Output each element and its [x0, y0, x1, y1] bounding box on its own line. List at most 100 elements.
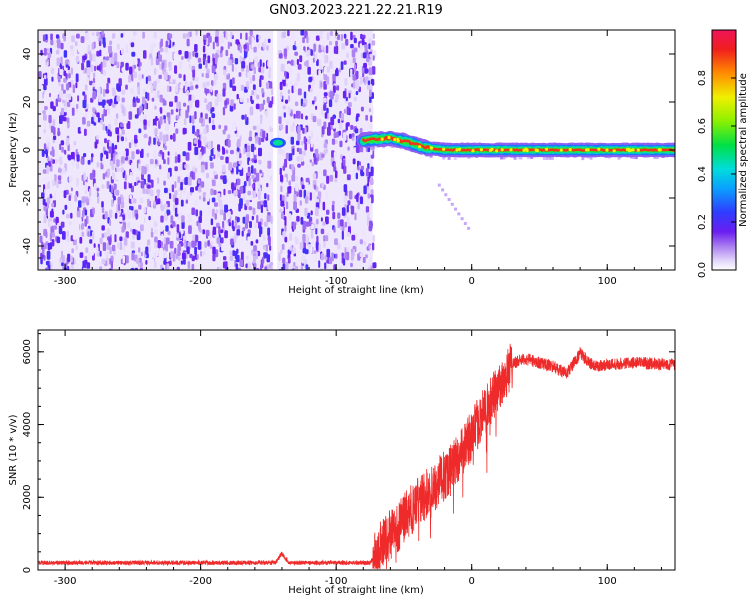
noise-speck [259, 78, 262, 88]
noise-speck [282, 79, 286, 87]
spectrogram-xtick-label: 100 [598, 276, 617, 287]
track-speck [631, 148, 635, 152]
noise-speck [55, 34, 60, 39]
noise-speck [350, 31, 353, 41]
noise-speck [283, 177, 287, 184]
noise-speck [102, 59, 107, 68]
colorbar-label: Normalized spectral amplitude [738, 73, 749, 227]
noise-speck [301, 184, 305, 190]
noise-speck [372, 242, 375, 251]
noise-speck [147, 174, 151, 183]
noise-speck [54, 174, 57, 182]
track-speck [544, 147, 549, 151]
noise-speck [46, 197, 51, 204]
noise-speck [214, 36, 219, 43]
noise-speck [227, 210, 231, 218]
noise-speck [50, 101, 54, 109]
noise-speck [291, 174, 296, 182]
noise-speck [108, 146, 113, 154]
noise-speck [243, 44, 248, 50]
noise-speck [249, 54, 254, 63]
noise-speck [343, 195, 348, 203]
noise-speck [157, 240, 161, 249]
track-speck [429, 146, 433, 150]
noise-speck [210, 149, 214, 157]
noise-speck [163, 256, 167, 265]
noise-speck [232, 122, 237, 131]
noise-speck [316, 235, 319, 243]
noise-speck [138, 66, 141, 71]
noise-speck [135, 149, 140, 155]
noise-speck [229, 42, 233, 47]
noise-speck [345, 122, 348, 131]
noise-speck [238, 72, 242, 77]
noise-speck [246, 97, 249, 103]
noise-speck [172, 73, 175, 80]
noise-speck [62, 209, 65, 215]
noise-speck [293, 222, 296, 230]
noise-speck [192, 50, 195, 57]
noise-speck [139, 269, 143, 270]
noise-speck [204, 183, 209, 191]
noise-speck [322, 201, 326, 211]
noise-speck [56, 40, 61, 49]
noise-speck [236, 229, 241, 236]
noise-speck [49, 220, 53, 227]
noise-speck [287, 30, 290, 37]
noise-speck [97, 86, 101, 96]
colorbar-tick-label: 0.0 [697, 262, 708, 278]
noise-speck [313, 43, 316, 52]
faint-streak [463, 222, 467, 225]
track-scatter [527, 156, 531, 160]
noise-speck [324, 54, 328, 64]
noise-speck [320, 228, 325, 235]
noise-speck [57, 131, 61, 136]
noise-speck [68, 181, 72, 188]
noise-speck [304, 127, 307, 134]
noise-speck [211, 240, 213, 246]
noise-speck [214, 73, 218, 81]
noise-speck [333, 53, 337, 60]
noise-speck [169, 101, 173, 107]
noise-speck [330, 125, 334, 130]
noise-speck [63, 50, 68, 58]
noise-speck [75, 55, 79, 63]
noise-speck [226, 74, 230, 80]
noise-speck [279, 167, 282, 176]
noise-speck [246, 145, 251, 152]
noise-speck [161, 267, 164, 270]
noise-speck [230, 238, 234, 246]
noise-speck [195, 76, 199, 82]
noise-speck [70, 187, 73, 192]
noise-speck [271, 86, 274, 96]
noise-speck [163, 119, 167, 124]
noise-speck [205, 59, 208, 69]
noise-speck [44, 94, 48, 103]
noise-speck [111, 164, 115, 171]
noise-speck [369, 94, 372, 103]
track-speck [584, 148, 589, 152]
noise-speck [161, 233, 164, 241]
noise-speck [368, 123, 373, 128]
noise-speck [218, 266, 222, 270]
noise-speck [241, 114, 245, 120]
noise-speck [348, 190, 353, 200]
noise-speck [255, 239, 259, 244]
noise-speck [234, 219, 238, 229]
noise-speck [226, 173, 230, 180]
noise-speck [60, 65, 63, 70]
noise-speck [178, 50, 182, 55]
noise-speck [313, 250, 317, 254]
noise-speck [200, 132, 203, 141]
noise-speck [63, 105, 68, 113]
noise-speck [187, 57, 190, 63]
noise-speck [208, 117, 211, 124]
noise-speck [266, 82, 270, 89]
noise-speck [252, 74, 256, 82]
noise-speck [306, 36, 309, 44]
noise-speck [174, 181, 177, 189]
noise-speck [170, 109, 174, 115]
noise-speck [165, 237, 170, 245]
noise-speck [234, 66, 238, 72]
